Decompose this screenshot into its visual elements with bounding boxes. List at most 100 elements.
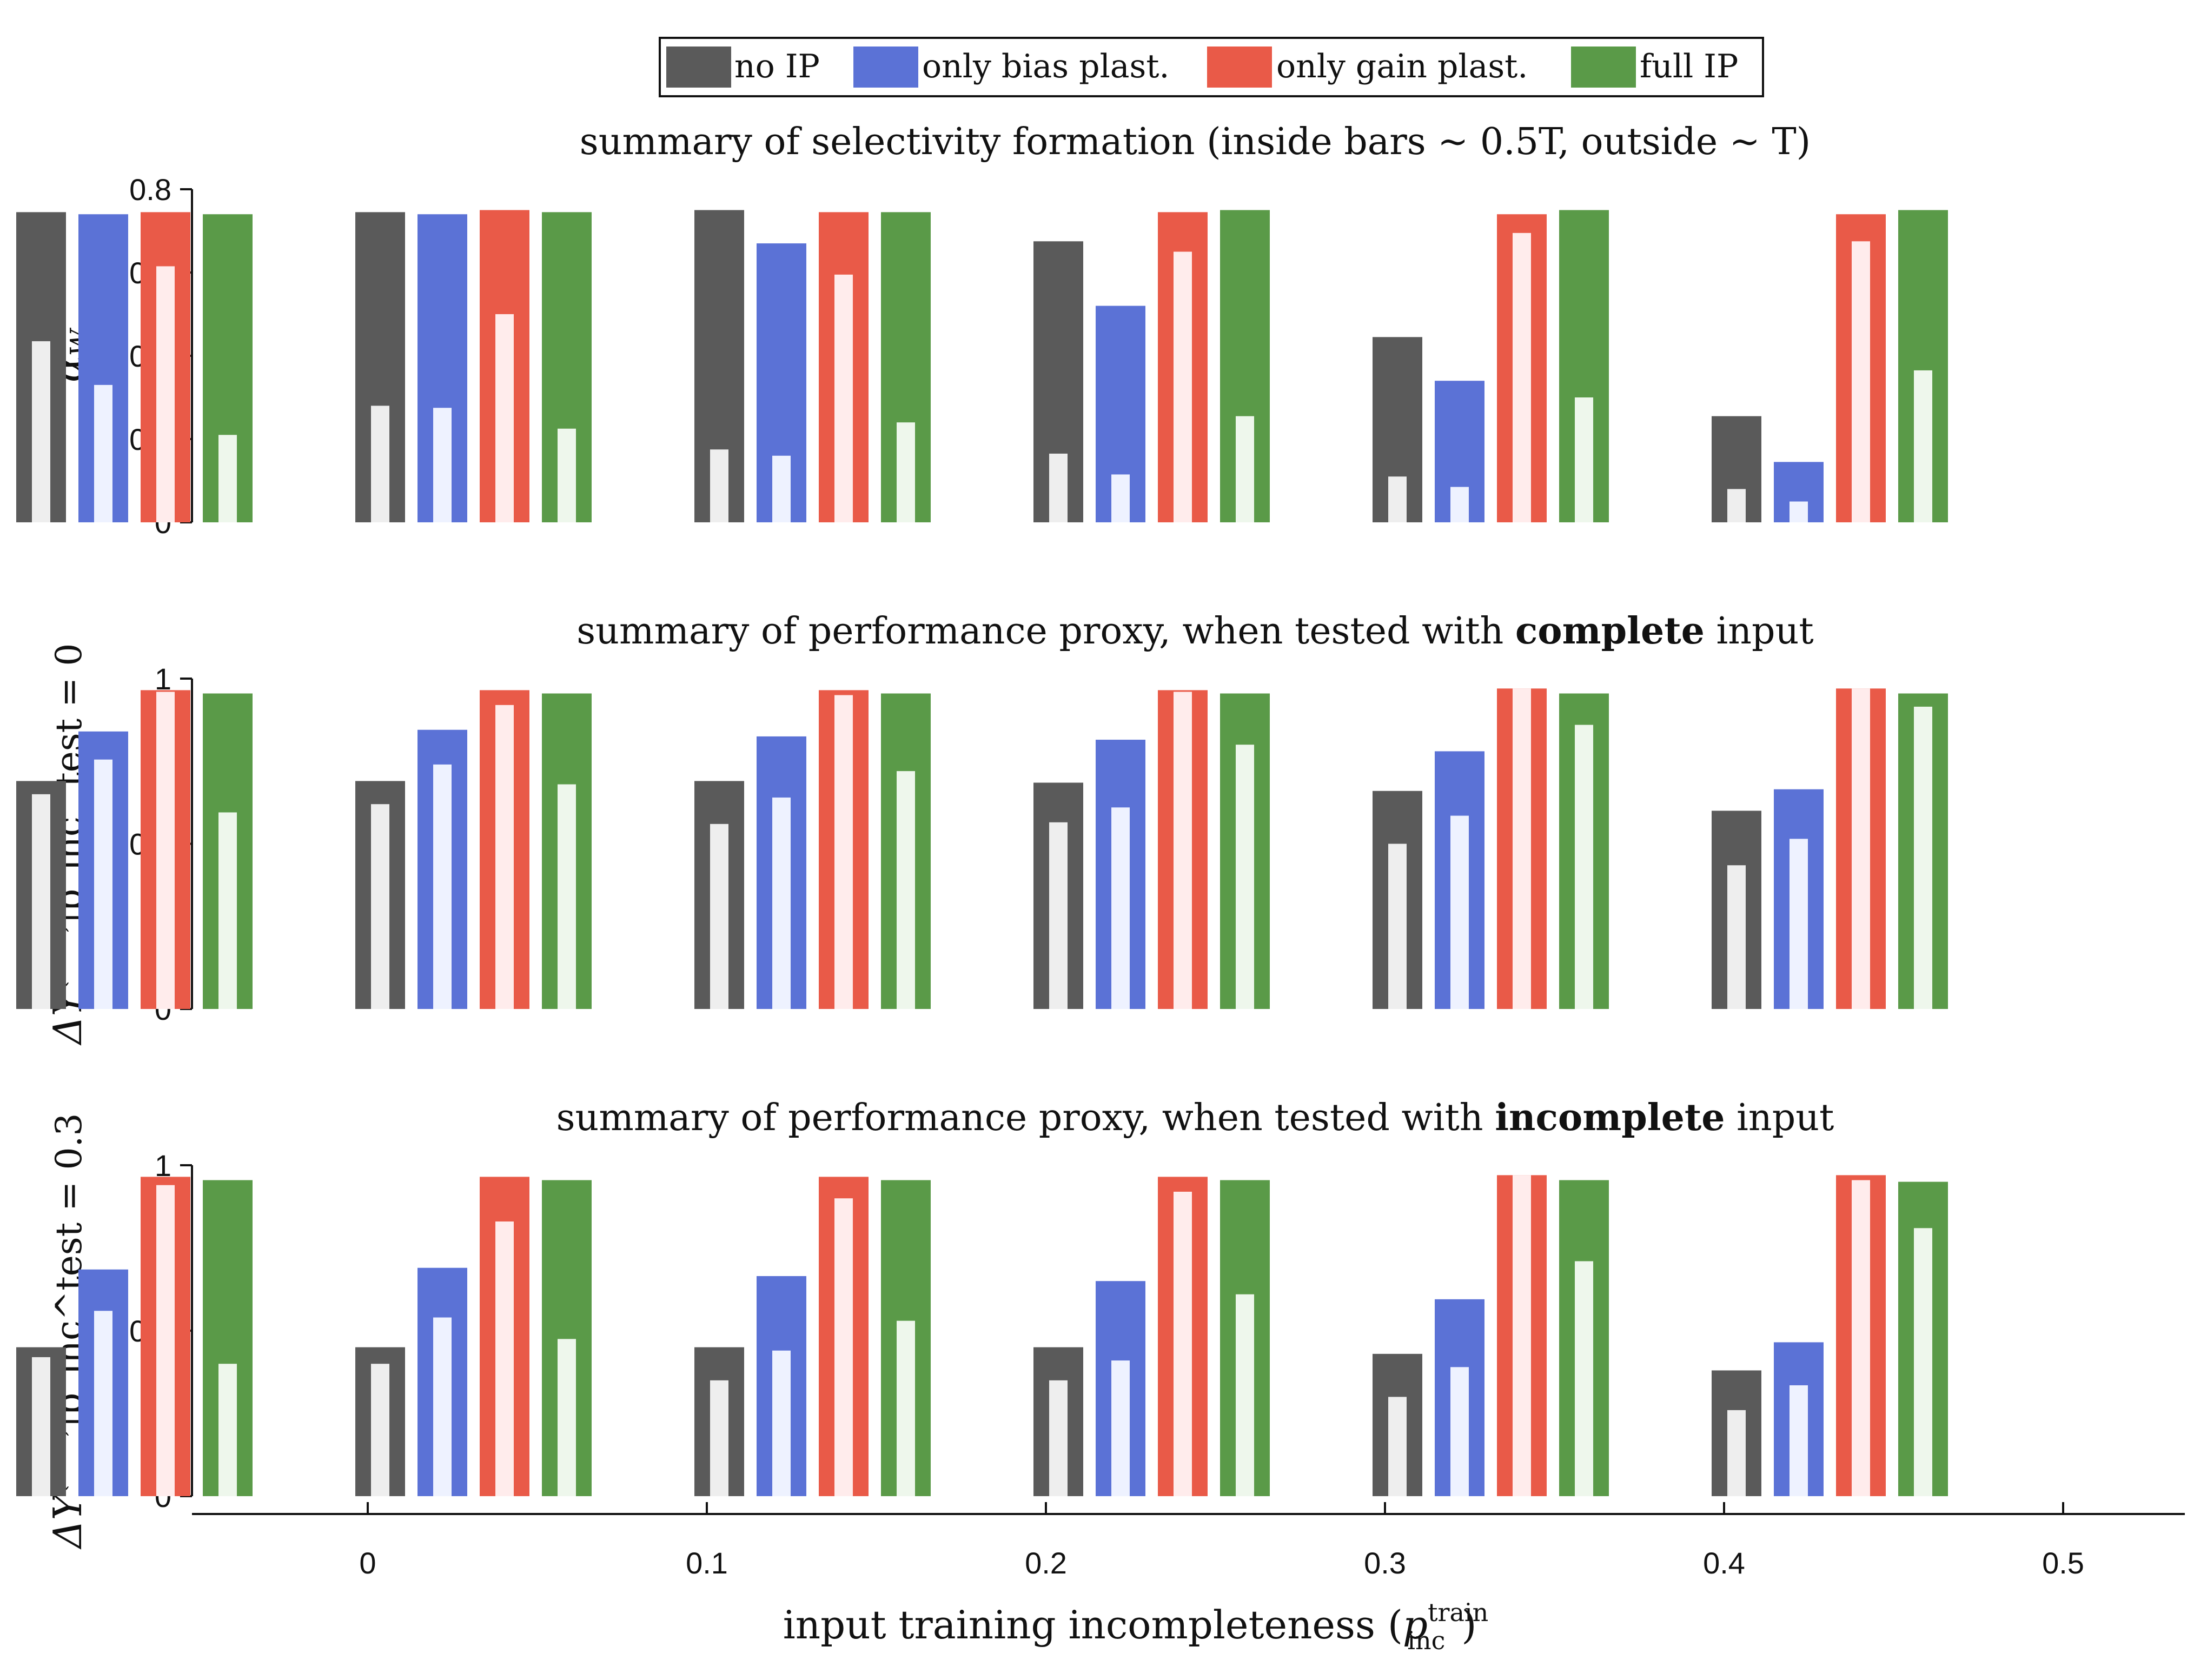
- inner-bar-2-1-1: [433, 1317, 452, 1496]
- inner-bar-0-2-2: [834, 274, 853, 522]
- x-tick-label-5: 0.5: [2042, 1546, 2084, 1580]
- inner-bar-2-2-5: [1852, 1180, 1870, 1496]
- inner-bar-0-3-3: [1236, 416, 1254, 522]
- x-axis-label-var: p: [1403, 1602, 1428, 1648]
- inner-bar-1-0-1: [371, 804, 389, 1009]
- inner-bar-2-1-2: [772, 1350, 791, 1496]
- inner-bar-2-1-3: [1111, 1360, 1130, 1496]
- inner-bar-2-3-3: [1236, 1294, 1254, 1496]
- panel-title-part: summary of performance proxy, when teste…: [556, 1097, 1495, 1139]
- inner-bar-1-1-3: [1111, 807, 1130, 1009]
- inner-bar-1-2-4: [1513, 688, 1531, 1009]
- y-tick-label-0-4: 0.8: [129, 172, 171, 207]
- inner-bar-1-2-0: [156, 692, 175, 1009]
- x-axis: 0 0.1 0.2 0.3 0.4 0.5 input training incomplet…: [192, 1502, 2185, 1655]
- inner-bar-1-3-5: [1914, 706, 1932, 1009]
- inner-bar-2-2-4: [1513, 1175, 1531, 1496]
- inner-bar-2-1-4: [1450, 1367, 1469, 1496]
- inner-bar-1-1-2: [772, 797, 791, 1009]
- inner-bar-2-0-0: [32, 1357, 50, 1496]
- inner-bar-1-3-0: [218, 812, 237, 1009]
- inner-bar-0-0-1: [371, 406, 389, 522]
- inner-bar-0-2-3: [1174, 251, 1192, 522]
- inner-bar-0-0-3: [1049, 453, 1068, 522]
- inner-bar-2-1-0: [94, 1311, 112, 1496]
- panel-title-2: summary of performance proxy, when teste…: [556, 1096, 1834, 1139]
- legend-swatch-0: [666, 47, 731, 88]
- panel-title-part: summary of selectivity formation (inside…: [580, 121, 1811, 163]
- inner-bar-2-0-3: [1049, 1380, 1068, 1496]
- x-tick-label-1: 0.1: [686, 1546, 728, 1580]
- legend: no IP only bias plast. only gain plast. ful…: [659, 37, 1764, 97]
- inner-bar-2-0-4: [1388, 1397, 1407, 1496]
- inner-bar-2-2-0: [156, 1185, 175, 1496]
- inner-bar-2-1-5: [1790, 1385, 1808, 1496]
- inner-bar-0-1-0: [94, 384, 112, 522]
- inner-bar-0-0-5: [1727, 489, 1746, 522]
- inner-bar-1-3-4: [1575, 725, 1593, 1009]
- inner-bar-1-0-4: [1388, 844, 1407, 1009]
- inner-bar-2-2-3: [1174, 1191, 1192, 1496]
- legend-label-2: only gain plast.: [1276, 48, 1528, 85]
- inner-bar-0-1-2: [772, 455, 791, 522]
- inner-bar-0-0-0: [32, 341, 50, 522]
- y-axis-label-main: ΔY: [45, 1491, 90, 1550]
- inner-bar-0-0-2: [710, 449, 728, 522]
- x-tick-label-0: 0: [359, 1546, 376, 1580]
- inner-bar-1-0-2: [710, 824, 728, 1009]
- legend-label-1: only bias plast.: [922, 48, 1170, 85]
- inner-bar-1-3-2: [897, 771, 915, 1009]
- inner-bar-1-0-0: [32, 794, 50, 1009]
- inner-bar-1-2-2: [834, 695, 853, 1009]
- panel-title-part: summary of performance proxy, when teste…: [576, 610, 1515, 653]
- inner-bar-0-1-4: [1450, 487, 1469, 522]
- inner-bar-2-2-2: [834, 1198, 853, 1496]
- inner-bar-1-0-3: [1049, 822, 1068, 1009]
- inner-bar-1-2-5: [1852, 688, 1870, 1009]
- x-axis-label-sup: train: [1428, 1598, 1488, 1627]
- inner-bar-0-2-0: [156, 266, 175, 522]
- x-tick-label-2: 0.2: [1025, 1546, 1067, 1580]
- inner-bar-2-3-4: [1575, 1261, 1593, 1496]
- inner-bar-2-0-2: [710, 1380, 728, 1496]
- panel-title-part: incomplete: [1495, 1096, 1725, 1139]
- x-axis-label-main: input training incompleteness (: [783, 1602, 1403, 1648]
- panel-title-part: input: [1725, 1097, 1834, 1139]
- inner-bar-1-2-3: [1174, 692, 1192, 1009]
- inner-bar-0-3-1: [558, 428, 576, 522]
- inner-bar-2-3-1: [558, 1339, 576, 1496]
- inner-bar-2-3-2: [897, 1320, 915, 1496]
- x-tick-label-4: 0.4: [1703, 1546, 1745, 1580]
- inner-bar-1-3-1: [558, 784, 576, 1009]
- inner-bar-2-0-5: [1727, 1410, 1746, 1496]
- panel-incomplete-input: summary of performance proxy, when teste…: [16, 1096, 1948, 1550]
- inner-bar-0-1-5: [1790, 501, 1808, 522]
- inner-bar-2-3-0: [218, 1364, 237, 1496]
- legend-swatch-2: [1207, 47, 1272, 88]
- legend-label-0: no IP: [734, 48, 820, 85]
- legend-swatch-3: [1571, 47, 1636, 88]
- inner-bar-0-2-4: [1513, 233, 1531, 523]
- inner-bar-0-2-5: [1852, 241, 1870, 522]
- inner-bar-2-2-1: [495, 1221, 514, 1496]
- inner-bar-1-1-0: [94, 759, 112, 1009]
- inner-bar-1-2-1: [495, 705, 514, 1009]
- panel-title-0: summary of selectivity formation (inside…: [580, 121, 1811, 163]
- legend-swatch-1: [853, 47, 918, 88]
- inner-bar-1-1-4: [1450, 815, 1469, 1009]
- inner-bar-0-1-3: [1111, 474, 1130, 522]
- inner-bar-1-0-5: [1727, 865, 1746, 1009]
- inner-bar-0-0-4: [1388, 476, 1407, 522]
- inner-bar-0-3-5: [1914, 370, 1932, 522]
- inner-bar-1-1-5: [1790, 839, 1808, 1009]
- panel-title-part: complete: [1515, 609, 1705, 653]
- x-axis-label-close: ): [1461, 1602, 1476, 1648]
- panel-title-part: input: [1705, 610, 1814, 653]
- inner-bar-0-2-1: [495, 314, 514, 522]
- inner-bar-0-3-0: [218, 435, 237, 522]
- x-axis-label: input training incompleteness (ptrain inc…: [783, 1598, 1489, 1655]
- x-axis-label-sub: inc: [1407, 1626, 1445, 1655]
- legend-label-3: full IP: [1640, 48, 1738, 85]
- panel-selectivity: summary of selectivity formation (inside…: [16, 121, 1948, 540]
